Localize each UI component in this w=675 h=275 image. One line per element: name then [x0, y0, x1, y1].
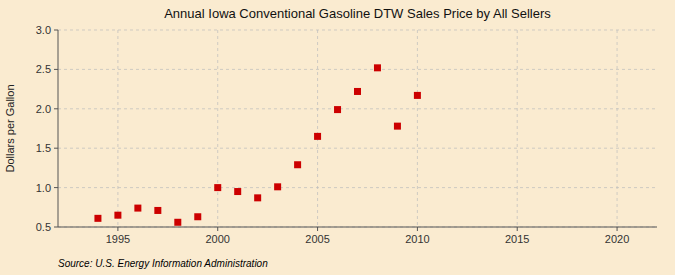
grid-line-x [217, 30, 218, 227]
x-tick-label: 2005 [305, 233, 329, 245]
point [314, 133, 321, 140]
y-tick [54, 69, 58, 70]
x-tick-label: 2010 [405, 233, 429, 245]
y-axis-label: Dollars per Gallon [4, 84, 16, 172]
grid-line-y [58, 148, 657, 149]
grid-line-y [58, 227, 657, 228]
point [334, 106, 341, 113]
point [114, 212, 121, 219]
grid-line-x [517, 30, 518, 227]
source-note: Source: U.S. Energy Information Administ… [58, 258, 268, 269]
y-axis-line [58, 30, 59, 227]
y-tick [54, 148, 58, 149]
point [254, 194, 261, 201]
point [394, 123, 401, 130]
y-tick [54, 108, 58, 109]
y-tick [54, 227, 58, 228]
point [134, 205, 141, 212]
point [274, 183, 281, 190]
y-tick-label: 3.0 [36, 24, 51, 36]
point [234, 188, 241, 195]
chart: 1995 2000 2005 2010 2015 2020 0.5 1.0 1.5 2.0 2.5 3… [0, 0, 675, 275]
x-tick-label: 2020 [605, 233, 629, 245]
grid-line-x [117, 30, 118, 227]
points [94, 64, 420, 225]
y-tick-label: 2.0 [36, 103, 51, 115]
background [0, 0, 675, 275]
point [354, 88, 361, 95]
x-tick [417, 227, 418, 231]
x-tick-label: 2000 [205, 233, 229, 245]
point [414, 92, 421, 99]
point [214, 184, 221, 191]
x-tick [117, 227, 118, 231]
y-tick [54, 187, 58, 188]
point [374, 64, 381, 71]
grid [58, 30, 657, 227]
grid-line-y [58, 187, 657, 188]
x-tick-label: 1995 [106, 233, 130, 245]
title: Annual Iowa Conventional Gasoline DTW Sa… [164, 6, 551, 21]
point [194, 213, 201, 220]
y-tick-label: 1.5 [36, 142, 51, 154]
x-tick [317, 227, 318, 231]
grid-line-y [58, 69, 657, 70]
x-axis-line [58, 227, 657, 228]
y-tick [54, 30, 58, 31]
x-tick-label: 2015 [505, 233, 529, 245]
grid-line-x [617, 30, 618, 227]
y-tick-label: 1.0 [36, 182, 51, 194]
y-tick-label: 0.5 [36, 221, 51, 233]
point [94, 215, 101, 222]
grid-line-x [417, 30, 418, 227]
x-tick [617, 227, 618, 231]
x-tick [217, 227, 218, 231]
axes: 1995 2000 2005 2010 2015 2020 0.5 1.0 1.5 2.0 2.5 3… [36, 24, 657, 245]
x-tick [517, 227, 518, 231]
grid-line-x [317, 30, 318, 227]
grid-line-y [58, 30, 657, 31]
y-tick-label: 2.5 [36, 63, 51, 75]
grid-line-y [58, 108, 657, 109]
point [154, 207, 161, 214]
point [294, 161, 301, 168]
point [174, 219, 181, 226]
